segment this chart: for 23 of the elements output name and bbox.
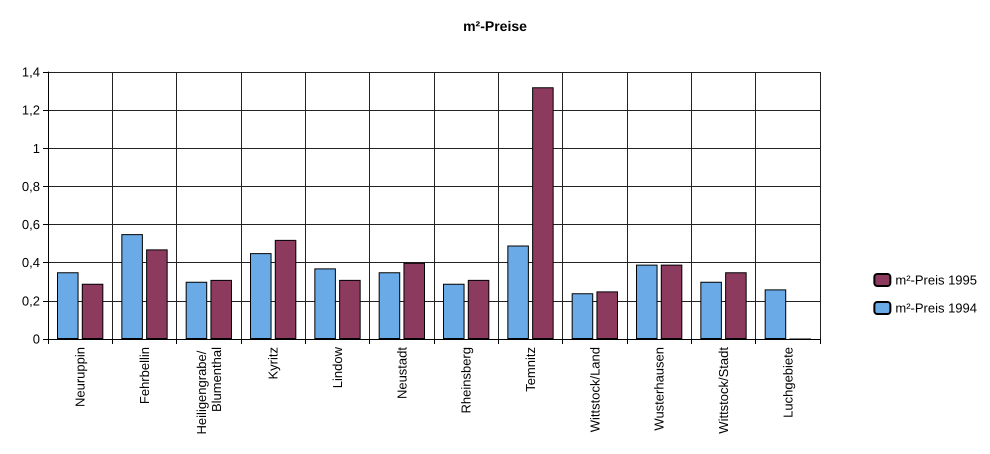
x-tick-label: Temnitz — [523, 347, 538, 392]
x-tick-label: Fehrbellin — [137, 347, 152, 404]
x-tick-label: Wittstock/Land — [587, 347, 602, 432]
chart-title: m²-Preise — [463, 18, 528, 34]
x-tick-label: Rheinsberg — [458, 347, 474, 414]
y-tick-label: 0 — [32, 332, 40, 346]
x-tick-label: Neuruppin — [72, 347, 88, 407]
y-tick-label: 0,8 — [22, 178, 40, 194]
x-tick-label: Wittstock/Stadt — [716, 346, 731, 434]
x-tick-label: Kyritz — [266, 347, 281, 380]
x-tick-label: Wusterhausen — [652, 347, 667, 431]
y-tick-label: 0,6 — [22, 217, 40, 232]
y-tick-label: 0,2 — [22, 293, 40, 308]
legend-label: m²-Preis 1995 — [895, 272, 978, 288]
y-tick-label: 1 — [32, 140, 40, 156]
x-tick-label: Neustadt — [394, 346, 410, 400]
x-tick-label: Lindow — [330, 346, 345, 388]
x-tick-label: Heiligengrabe/ Blumenthal — [194, 346, 224, 434]
x-tick-label: Luchgebiete — [780, 347, 796, 418]
y-tick-label: 1,4 — [22, 64, 40, 80]
y-tick-label: 0,4 — [22, 255, 40, 270]
legend-label: m²-Preis 1994 — [895, 300, 978, 316]
y-tick-label: 1,2 — [22, 102, 40, 118]
